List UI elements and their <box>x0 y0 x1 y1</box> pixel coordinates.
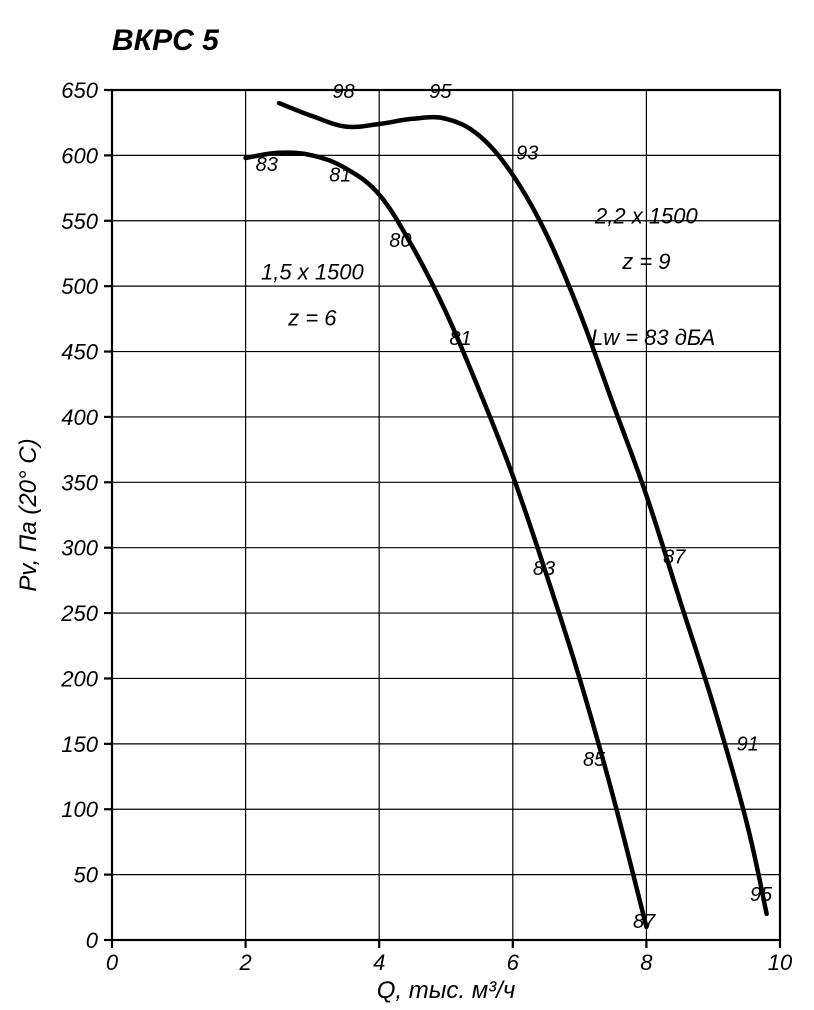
curve1-spec-label: 1,5 x 1500 <box>261 260 365 285</box>
curve-point-label: 80 <box>389 230 411 252</box>
y-tick-label: 250 <box>60 601 98 626</box>
x-tick-label: 4 <box>373 950 385 975</box>
y-tick-label: 200 <box>60 666 98 691</box>
y-tick-label: 500 <box>61 274 98 299</box>
curve2-z-label: z = 9 <box>621 249 670 274</box>
x-tick-label: 6 <box>507 950 520 975</box>
y-tick-label: 50 <box>74 863 99 888</box>
curve2-lw-label: Lw = 83 дБА <box>591 325 715 350</box>
curve-point-label: 95 <box>429 81 452 103</box>
y-tick-label: 600 <box>61 143 98 168</box>
curve-point-label: 83 <box>533 558 555 580</box>
curve-point-label: 87 <box>633 911 656 933</box>
x-tick-label: 8 <box>640 950 653 975</box>
x-tick-label: 0 <box>106 950 119 975</box>
y-tick-label: 650 <box>61 78 98 103</box>
curve2-spec-label: 2,2 x 1500 <box>594 203 699 228</box>
y-tick-label: 100 <box>61 797 98 822</box>
curve-point-label: 91 <box>737 733 759 755</box>
y-tick-label: 400 <box>61 405 98 430</box>
curve-point-label: 81 <box>329 165 351 187</box>
x-axis-label: Q, тыс. м³/ч <box>377 977 516 1004</box>
curve-point-label: 98 <box>332 81 354 103</box>
y-tick-label: 350 <box>61 470 98 495</box>
y-axis-label: Pv, Па (20° C) <box>15 438 42 591</box>
y-tick-label: 0 <box>86 928 99 953</box>
fan-performance-chart: ВКРС 50501001502002503003504004505005506… <box>0 0 814 1010</box>
y-tick-label: 450 <box>61 340 98 365</box>
curve-point-label: 83 <box>256 154 278 176</box>
x-tick-label: 2 <box>238 950 251 975</box>
curve1-z-label: z = 6 <box>287 305 337 330</box>
curve-point-label: 93 <box>516 142 538 164</box>
curve-point-label: 87 <box>663 546 686 568</box>
chart-title: ВКРС 5 <box>112 24 220 57</box>
y-tick-label: 550 <box>61 209 98 234</box>
y-tick-label: 150 <box>61 732 98 757</box>
curve-point-label: 95 <box>750 884 773 906</box>
curve-point-label: 81 <box>449 328 471 350</box>
y-tick-label: 300 <box>61 536 98 561</box>
x-tick-label: 10 <box>768 950 793 975</box>
curve-point-label: 85 <box>583 749 606 771</box>
